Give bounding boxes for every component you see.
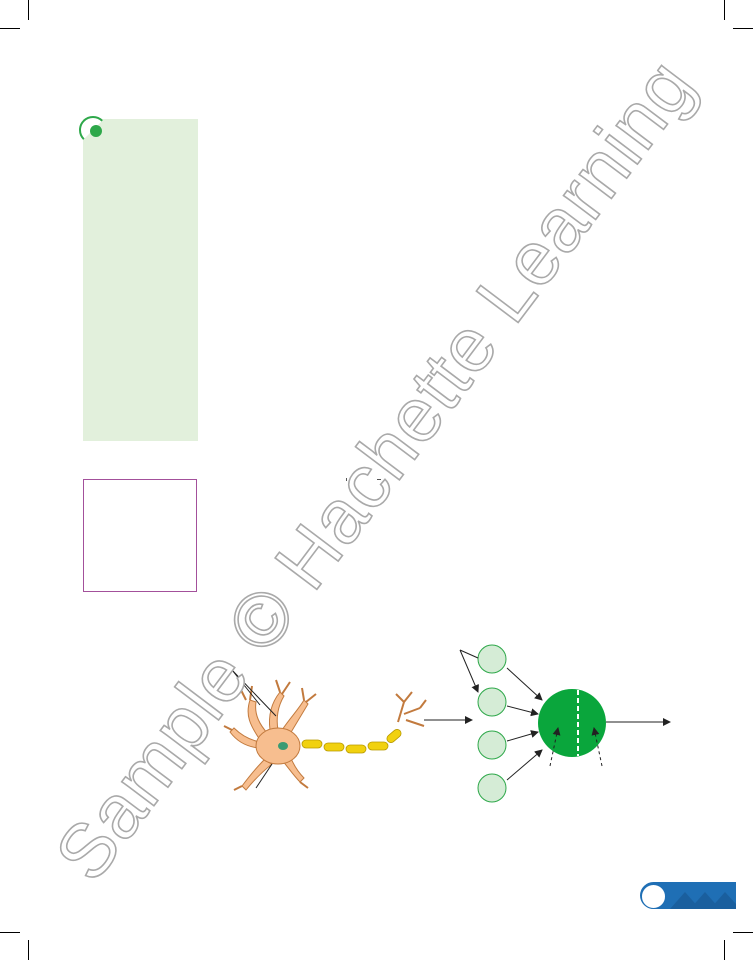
margin-outline-box [83,479,197,592]
artificial-neuron-diagram [459,644,671,803]
crop-mark-top-left-v [28,0,29,20]
crop-mark-bottom-right-h [733,932,753,933]
margin-note-box [83,119,198,441]
crop-mark-bottom-left-v [28,940,29,960]
crop-mark-top-left-h [0,28,20,29]
neuron-illustration [223,669,427,791]
tab-pattern-icon [670,892,736,909]
stray-mark [377,479,381,480]
section-bullet-dot-icon [90,125,102,137]
crop-mark-bottom-right-v [724,940,725,960]
stray-mark [346,478,347,481]
crop-mark-bottom-left-h [0,932,20,933]
crop-mark-top-right-h [733,28,753,29]
page-number-circle [641,884,666,909]
crop-mark-top-right-v [724,0,725,20]
neuron-comparison-diagram [223,644,671,803]
